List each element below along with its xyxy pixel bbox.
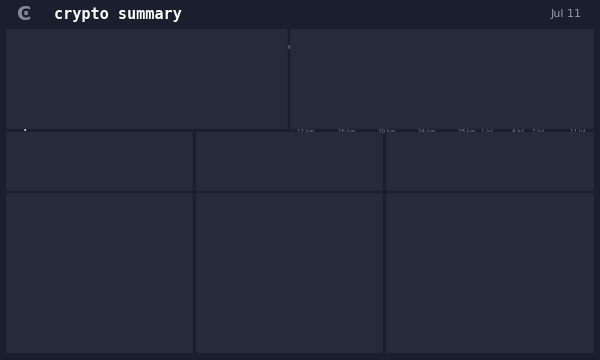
Text: OKX: -$30.64M: OKX: -$30.64M [212,309,269,318]
Text: Crypto.com: -$33.05M: Crypto.com: -$33.05M [212,286,298,295]
Bar [313,123,320,125]
Text: inflow:: inflow: [250,201,293,211]
FancyBboxPatch shape [14,253,136,270]
Bar [423,122,431,123]
Bar [353,123,360,124]
FancyBboxPatch shape [396,241,492,259]
Text: Top 5 leaders by TVL:: Top 5 leaders by TVL: [449,216,531,225]
Text: -0.56 %: -0.56 % [224,113,271,123]
Bar [343,123,350,124]
FancyBboxPatch shape [396,221,584,239]
Bar [564,121,572,123]
Text: Layer2 TVL: $8.72B: Layer2 TVL: $8.72B [398,201,512,211]
Text: Binance: $170.73M: Binance: $170.73M [212,229,286,238]
Bar [503,121,511,123]
Bar [514,122,521,123]
Text: 24h BTC&ETH Liquidations: $52.61M: 24h BTC&ETH Liquidations: $52.61M [35,275,164,280]
Bar [524,122,532,123]
Text: Ͼ: Ͼ [17,4,31,23]
Text: CEX: CEX [232,201,260,211]
Text: ▼: ▼ [207,113,215,123]
Text: ▲ 2.18%: ▲ 2.18% [538,201,579,210]
Text: Market is falling: Market is falling [18,35,108,45]
Bar [534,122,541,123]
FancyBboxPatch shape [132,253,180,270]
FancyBboxPatch shape [124,224,180,241]
Bar [393,122,400,123]
Text: ETH: ETH [211,141,238,154]
Text: Shorts: Shorts [125,338,152,347]
Text: Biggest Outflow:: Biggest Outflow: [207,269,281,277]
Text: $31.82M: $31.82M [103,297,130,302]
FancyBboxPatch shape [205,305,321,324]
Text: ▼ -0.55%: ▼ -0.55% [145,141,184,150]
Text: Arbitrum: $2.83B: Arbitrum: $2.83B [404,225,470,234]
Text: Biggest Inflow:: Biggest Inflow: [207,217,274,226]
Bar [332,123,340,125]
Text: $2.12T: $2.12T [18,115,88,133]
Text: ▲ 0.68%: ▲ 0.68% [338,141,374,150]
Text: ETH Longs vs Shorts Ratio: 2.41: ETH Longs vs Shorts Ratio: 2.41 [44,245,155,251]
FancyBboxPatch shape [14,224,127,241]
Text: MARKET CAP: MARKET CAP [18,90,63,96]
FancyBboxPatch shape [205,282,328,301]
Text: Optimism: $668.20M: Optimism: $668.20M [404,305,484,314]
Bar [484,122,491,123]
Text: Linea: $669.32M: Linea: $669.32M [404,285,468,294]
FancyBboxPatch shape [205,225,354,244]
FancyBboxPatch shape [396,301,443,319]
FancyBboxPatch shape [17,310,83,347]
Text: Base: $1.41B: Base: $1.41B [404,245,454,254]
Text: BTC Longs vs Shorts Ratio: 1.91: BTC Longs vs Shorts Ratio: 1.91 [44,216,155,222]
Text: $ 5.50M: $ 5.50M [402,172,465,186]
Text: BTC: BTC [21,141,48,154]
Bar [574,122,582,123]
Bar [473,122,481,123]
Text: Bitfinex: $11.04M: Bitfinex: $11.04M [212,249,280,258]
Text: $20.79M: $20.79M [19,315,46,320]
Bar [494,122,501,123]
Text: $ 147.4 M: $ 147.4 M [487,34,548,44]
Bar [302,123,310,124]
Text: $ 57470.71: $ 57470.71 [21,172,109,186]
Text: crypto summary: crypto summary [54,6,182,22]
Text: $87.9M: $87.9M [291,201,338,211]
Text: Inflow:: Inflow: [442,34,486,44]
Text: Blast: $1.25B: Blast: $1.25B [404,265,455,274]
FancyBboxPatch shape [205,245,262,264]
Text: Market State: Market State [59,201,140,211]
Text: Jul 11: Jul 11 [551,9,582,19]
FancyBboxPatch shape [396,261,481,279]
Text: Daily Bitcoin ETF: Daily Bitcoin ETF [300,34,400,44]
Text: VC Funding 24h: VC Funding 24h [402,141,512,154]
FancyBboxPatch shape [101,292,178,347]
Text: $ 3125.69: $ 3125.69 [211,172,289,186]
Bar [544,122,551,123]
Bar [554,122,562,123]
FancyBboxPatch shape [396,281,444,299]
Text: Longs: Longs [25,338,49,347]
